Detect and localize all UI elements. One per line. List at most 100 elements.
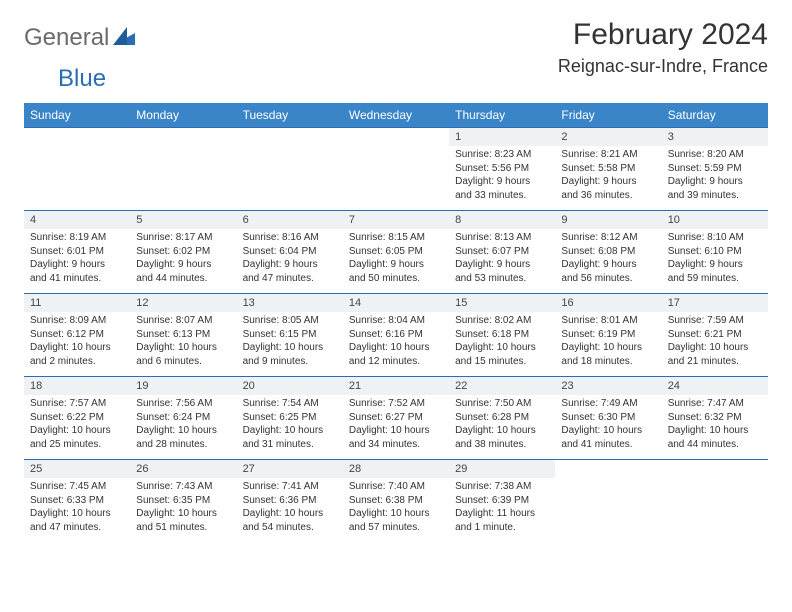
sunset-text: Sunset: 6:16 PM (349, 328, 443, 342)
location-label: Reignac-sur-Indre, France (558, 56, 768, 77)
day-number-cell (130, 128, 236, 147)
day-detail-cell (555, 478, 661, 542)
day-number-cell: 1 (449, 128, 555, 147)
day-number-cell (662, 460, 768, 479)
day-header-mon: Monday (130, 103, 236, 128)
sunrise-text: Sunrise: 8:02 AM (455, 314, 549, 328)
day-detail-cell: Sunrise: 7:43 AMSunset: 6:35 PMDaylight:… (130, 478, 236, 542)
day-number-cell: 28 (343, 460, 449, 479)
sunrise-text: Sunrise: 7:54 AM (243, 397, 337, 411)
sunset-text: Sunset: 6:08 PM (561, 245, 655, 259)
dl1-text: Daylight: 10 hours (455, 341, 549, 355)
sunset-text: Sunset: 6:22 PM (30, 411, 124, 425)
day-detail-cell: Sunrise: 7:59 AMSunset: 6:21 PMDaylight:… (662, 312, 768, 377)
week-daynum-row: 45678910 (24, 211, 768, 230)
sunrise-text: Sunrise: 7:43 AM (136, 480, 230, 494)
sunrise-text: Sunrise: 8:17 AM (136, 231, 230, 245)
day-detail-cell: Sunrise: 7:57 AMSunset: 6:22 PMDaylight:… (24, 395, 130, 460)
sunrise-text: Sunrise: 7:40 AM (349, 480, 443, 494)
day-detail-cell: Sunrise: 8:07 AMSunset: 6:13 PMDaylight:… (130, 312, 236, 377)
dl2-text: and 47 minutes. (243, 272, 337, 286)
day-number-cell: 7 (343, 211, 449, 230)
day-detail-cell: Sunrise: 8:04 AMSunset: 6:16 PMDaylight:… (343, 312, 449, 377)
dl2-text: and 21 minutes. (668, 355, 762, 369)
dl2-text: and 41 minutes. (30, 272, 124, 286)
day-number-cell: 5 (130, 211, 236, 230)
dl2-text: and 57 minutes. (349, 521, 443, 535)
day-number-cell: 15 (449, 294, 555, 313)
sunrise-text: Sunrise: 8:16 AM (243, 231, 337, 245)
sunrise-text: Sunrise: 8:07 AM (136, 314, 230, 328)
day-detail-cell: Sunrise: 8:05 AMSunset: 6:15 PMDaylight:… (237, 312, 343, 377)
sunrise-text: Sunrise: 8:20 AM (668, 148, 762, 162)
day-number-cell (24, 128, 130, 147)
day-detail-cell: Sunrise: 8:19 AMSunset: 6:01 PMDaylight:… (24, 229, 130, 294)
dl1-text: Daylight: 9 hours (243, 258, 337, 272)
sunset-text: Sunset: 6:33 PM (30, 494, 124, 508)
day-detail-cell: Sunrise: 7:41 AMSunset: 6:36 PMDaylight:… (237, 478, 343, 542)
day-header-wed: Wednesday (343, 103, 449, 128)
sunset-text: Sunset: 6:25 PM (243, 411, 337, 425)
day-number-cell: 8 (449, 211, 555, 230)
day-number-cell: 29 (449, 460, 555, 479)
day-detail-cell: Sunrise: 7:54 AMSunset: 6:25 PMDaylight:… (237, 395, 343, 460)
sunset-text: Sunset: 6:04 PM (243, 245, 337, 259)
dl1-text: Daylight: 10 hours (136, 341, 230, 355)
sunset-text: Sunset: 6:24 PM (136, 411, 230, 425)
logo-mark-icon (113, 27, 135, 50)
dl2-text: and 47 minutes. (30, 521, 124, 535)
sunset-text: Sunset: 6:21 PM (668, 328, 762, 342)
day-number-cell: 21 (343, 377, 449, 396)
dl1-text: Daylight: 10 hours (30, 507, 124, 521)
sunset-text: Sunset: 6:35 PM (136, 494, 230, 508)
sunset-text: Sunset: 6:07 PM (455, 245, 549, 259)
sunset-text: Sunset: 6:32 PM (668, 411, 762, 425)
sunrise-text: Sunrise: 8:05 AM (243, 314, 337, 328)
day-detail-cell: Sunrise: 8:20 AMSunset: 5:59 PMDaylight:… (662, 146, 768, 211)
sunset-text: Sunset: 6:10 PM (668, 245, 762, 259)
day-detail-cell: Sunrise: 8:21 AMSunset: 5:58 PMDaylight:… (555, 146, 661, 211)
week-daynum-row: 11121314151617 (24, 294, 768, 313)
dl2-text: and 28 minutes. (136, 438, 230, 452)
week-detail-row: Sunrise: 8:09 AMSunset: 6:12 PMDaylight:… (24, 312, 768, 377)
dl2-text: and 53 minutes. (455, 272, 549, 286)
day-detail-cell (24, 146, 130, 211)
sunrise-text: Sunrise: 8:09 AM (30, 314, 124, 328)
logo-text-general: General (24, 24, 109, 52)
week-detail-row: Sunrise: 7:57 AMSunset: 6:22 PMDaylight:… (24, 395, 768, 460)
dl1-text: Daylight: 9 hours (561, 175, 655, 189)
day-number-cell: 26 (130, 460, 236, 479)
dl2-text: and 18 minutes. (561, 355, 655, 369)
dl2-text: and 9 minutes. (243, 355, 337, 369)
day-number-cell: 14 (343, 294, 449, 313)
day-detail-cell: Sunrise: 7:50 AMSunset: 6:28 PMDaylight:… (449, 395, 555, 460)
day-number-cell (237, 128, 343, 147)
day-number-cell: 2 (555, 128, 661, 147)
day-detail-cell (343, 146, 449, 211)
day-header-thu: Thursday (449, 103, 555, 128)
day-detail-cell: Sunrise: 7:49 AMSunset: 6:30 PMDaylight:… (555, 395, 661, 460)
dl1-text: Daylight: 10 hours (561, 424, 655, 438)
sunrise-text: Sunrise: 8:13 AM (455, 231, 549, 245)
day-detail-cell: Sunrise: 7:45 AMSunset: 6:33 PMDaylight:… (24, 478, 130, 542)
dl1-text: Daylight: 11 hours (455, 507, 549, 521)
day-number-cell: 25 (24, 460, 130, 479)
day-number-cell: 12 (130, 294, 236, 313)
day-detail-cell (130, 146, 236, 211)
day-detail-cell: Sunrise: 8:13 AMSunset: 6:07 PMDaylight:… (449, 229, 555, 294)
dl1-text: Daylight: 9 hours (455, 258, 549, 272)
dl2-text: and 59 minutes. (668, 272, 762, 286)
sunrise-text: Sunrise: 7:47 AM (668, 397, 762, 411)
logo-text-blue: Blue (58, 65, 106, 92)
sunrise-text: Sunrise: 7:59 AM (668, 314, 762, 328)
day-header-tue: Tuesday (237, 103, 343, 128)
dl2-text: and 12 minutes. (349, 355, 443, 369)
day-detail-cell: Sunrise: 7:47 AMSunset: 6:32 PMDaylight:… (662, 395, 768, 460)
dl1-text: Daylight: 9 hours (668, 258, 762, 272)
week-daynum-row: 18192021222324 (24, 377, 768, 396)
dl2-text: and 41 minutes. (561, 438, 655, 452)
day-number-cell: 17 (662, 294, 768, 313)
dl1-text: Daylight: 9 hours (455, 175, 549, 189)
dl1-text: Daylight: 10 hours (243, 507, 337, 521)
dl1-text: Daylight: 10 hours (561, 341, 655, 355)
